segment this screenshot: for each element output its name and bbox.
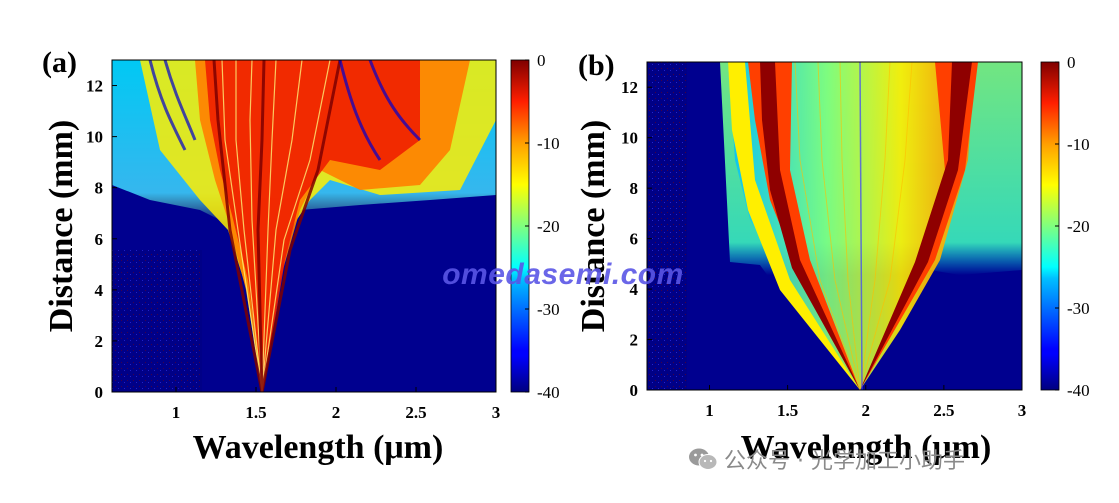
wechat-icon — [689, 448, 718, 470]
x-tick-label: 2 — [332, 403, 341, 422]
x-tick-label: 1 — [705, 401, 714, 420]
x-tick-label: 1.5 — [777, 401, 798, 420]
x-tick-label: 3 — [492, 403, 501, 422]
colorbar-tick-label: -30 — [1067, 299, 1090, 318]
x-tick-label: 2 — [862, 401, 871, 420]
heatmap-panel-a — [111, 59, 497, 393]
colorbar-tick-label: -20 — [1067, 217, 1090, 236]
y-tick-label: 2 — [95, 332, 104, 351]
colorbar-tick-label: 0 — [1067, 53, 1076, 72]
y-tick-label: 10 — [621, 129, 638, 148]
colorbar-tick-label: -10 — [1067, 135, 1090, 154]
x-tick-label: 1.5 — [245, 403, 266, 422]
y-tick-label: 6 — [630, 230, 639, 249]
panel-label-a: (a) — [42, 46, 77, 79]
heatmap-b-image — [647, 62, 1022, 390]
x-tick-label: 2.5 — [933, 401, 954, 420]
y-tick-label: 2 — [630, 331, 639, 350]
colorbar-tick-label: -10 — [537, 134, 560, 153]
colorbar-tick-label: -40 — [537, 383, 560, 402]
x-tick-label: 1 — [172, 403, 181, 422]
y-tick-label: 4 — [630, 280, 639, 299]
colorbar-tick-label: -20 — [537, 217, 560, 236]
wechat-text: 公众号 · 光学加工小助手 — [724, 449, 965, 474]
y-tick-label: 0 — [630, 381, 639, 400]
heatmap-panel-b — [646, 61, 1023, 391]
y-axis-title: Distance (mm) — [43, 120, 80, 332]
wechat-mark: 公众号 · 光学加工小助手 — [688, 444, 965, 474]
x-tick-label: 3 — [1018, 401, 1027, 420]
x-axis-title: Wavelength (μm) — [741, 429, 992, 466]
panel-label-b: (b) — [578, 49, 615, 82]
heatmap-a-image — [112, 60, 496, 392]
y-tick-label: 12 — [621, 78, 638, 97]
x-tick-label: 2.5 — [405, 403, 426, 422]
watermark-text: omedasemi.com — [442, 258, 684, 291]
y-tick-label: 8 — [95, 179, 104, 198]
colorbar-tick-label: -30 — [537, 300, 560, 319]
y-tick-label: 0 — [95, 383, 104, 402]
y-tick-label: 6 — [95, 230, 104, 249]
y-tick-label: 8 — [630, 179, 639, 198]
y-tick-label: 10 — [86, 128, 103, 147]
colorbar-tick-label: -40 — [1067, 381, 1090, 400]
x-axis-title: Wavelength (μm) — [193, 429, 444, 466]
y-axis-title: Distance (mm) — [575, 120, 612, 332]
colorbar-tick-label: 0 — [537, 51, 546, 70]
y-tick-label: 4 — [95, 281, 104, 300]
y-tick-label: 12 — [86, 77, 103, 96]
